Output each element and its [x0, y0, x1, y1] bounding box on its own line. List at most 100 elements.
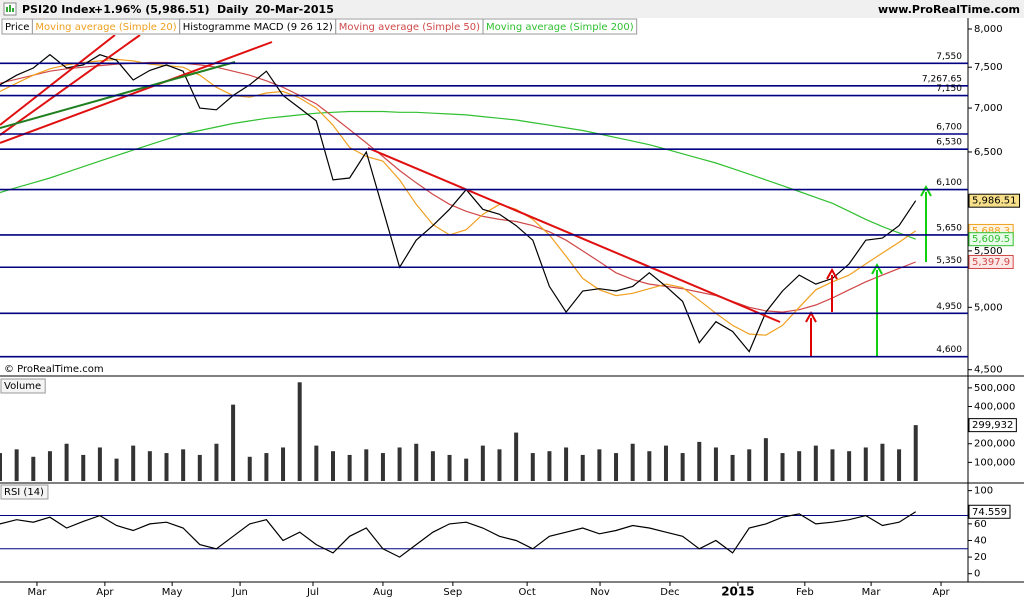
x-tick-label: Nov	[590, 587, 610, 598]
x-tick-label: Aug	[373, 587, 393, 598]
x-tick-label: Apr	[932, 587, 950, 598]
volume-bar	[913, 425, 918, 481]
last-value-tag: 5,986.51	[972, 196, 1017, 207]
volume-bar	[514, 432, 519, 481]
volume-bar	[430, 451, 435, 481]
last-value-tag-box	[968, 232, 1014, 247]
last-value-tag-box	[968, 254, 1014, 269]
y-tick-label: 40	[974, 535, 987, 546]
last-value-tag: 5,609.5	[972, 234, 1010, 245]
volume-bar	[281, 447, 286, 481]
volume-bar	[97, 447, 102, 481]
last-value-tag: 5,397.9	[972, 257, 1010, 268]
y-tick-label: 7,500	[974, 62, 1003, 73]
volume-bar	[813, 445, 818, 481]
y-tick-label: 200,000	[974, 439, 1015, 450]
volume-bar	[564, 447, 569, 481]
volume-bar	[214, 443, 219, 481]
y-tick-label: 100,000	[974, 457, 1015, 468]
last-value-tag-box	[968, 504, 1011, 519]
volume-bar	[447, 454, 452, 481]
series-line	[0, 53, 917, 353]
volume-bar	[297, 382, 302, 481]
symbol: PSI20 Index	[22, 3, 96, 16]
volume-bar	[231, 404, 236, 481]
copyright: © ProRealTime.com	[4, 364, 104, 375]
series-line	[0, 61, 916, 313]
volume-bar	[863, 447, 868, 481]
series-line	[0, 110, 916, 240]
volume-bar	[0, 453, 2, 481]
x-tick-label: Mar	[862, 587, 882, 598]
volume-bar	[580, 454, 585, 481]
legend-label: Moving average (Simple 20)	[35, 22, 176, 33]
level-label: 6,100	[936, 178, 962, 188]
volume-bar	[547, 451, 552, 481]
x-tick-label: Feb	[796, 587, 814, 598]
y-tick-label: 5,500	[974, 246, 1003, 257]
volume-bar	[31, 456, 36, 481]
panel-title-box	[0, 484, 49, 500]
volume-bar	[197, 454, 202, 481]
x-tick-label: Sep	[443, 587, 462, 598]
volume-bar	[647, 451, 652, 481]
level-label: 6,700	[936, 123, 962, 133]
panel-title: RSI (14)	[4, 487, 44, 498]
volume-bar	[147, 451, 152, 481]
volume-bar	[247, 456, 252, 481]
x-tick-label: May	[162, 587, 183, 598]
panel-title-box	[0, 378, 46, 394]
arrow	[826, 267, 838, 312]
series-line	[0, 511, 917, 558]
y-tick-label: 400,000	[974, 401, 1015, 412]
last-value-tag: 5,688.3	[972, 226, 1010, 237]
x-tick-label: Mar	[28, 587, 48, 598]
trendline	[0, 41, 273, 144]
volume-bar	[314, 445, 319, 481]
level-label: 5,650	[936, 223, 962, 233]
volume-bar	[330, 451, 335, 481]
trendlines	[0, 35, 932, 357]
y-tick-label: 20	[974, 552, 987, 563]
y-tick-label: 60	[974, 519, 987, 530]
legend-tab	[482, 18, 638, 35]
volume-bar	[663, 445, 668, 481]
y-tick-label: 4,500	[974, 365, 1003, 376]
volume-bar	[181, 449, 186, 481]
x-tick-label: 2015	[721, 585, 754, 599]
change: +1.96% (5,986.51)	[94, 3, 210, 16]
volume-bar	[114, 458, 119, 481]
volume-bar	[497, 449, 502, 481]
volume-bar	[480, 445, 485, 481]
volume-bar	[14, 449, 19, 481]
volume-bar	[81, 454, 86, 481]
volume-bar	[397, 447, 402, 481]
volume-bar	[47, 451, 52, 481]
y-tick-label: 100	[974, 486, 993, 497]
volume-bar	[464, 458, 469, 481]
volume-bar	[347, 454, 352, 481]
last-value-tag: 299,932	[972, 420, 1013, 431]
volume-bar	[264, 453, 269, 481]
y-tick-label: 7,000	[974, 103, 1003, 114]
volume-bar	[713, 447, 718, 481]
volume-bar	[730, 454, 735, 481]
site: www.ProRealTime.com	[878, 3, 1020, 16]
legend-label: Histogramme MACD (9 26 12)	[183, 22, 333, 33]
x-tick-label: Dec	[660, 587, 679, 598]
y-tick-label: 5,000	[974, 302, 1003, 313]
arrow	[805, 310, 817, 357]
legend-label: Price	[5, 22, 29, 33]
panel-title: Volume	[4, 381, 41, 392]
volume-bar	[847, 451, 852, 481]
period: Daily	[217, 3, 248, 16]
level-label: 7,150	[936, 84, 962, 94]
y-tick-label: 8,000	[974, 24, 1003, 35]
volume-bar	[364, 449, 369, 481]
trendline	[0, 35, 141, 136]
volume-bar	[697, 441, 702, 481]
volume-bar	[131, 445, 136, 481]
y-tick-label: 6,500	[974, 147, 1003, 158]
x-tick-label: Apr	[96, 587, 114, 598]
